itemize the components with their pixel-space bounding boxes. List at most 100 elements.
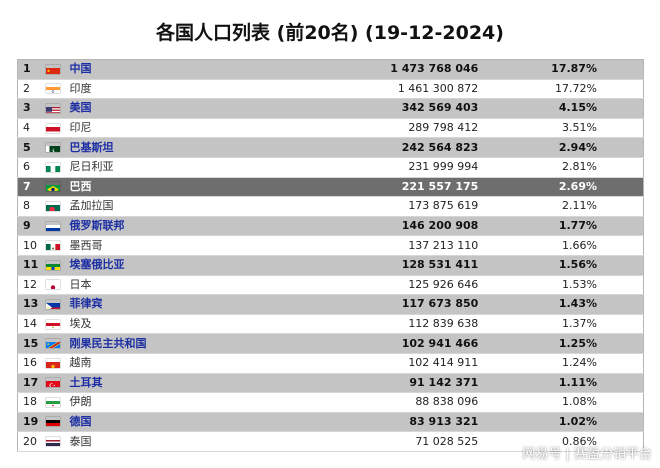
population-cell: 1 461 300 872 [351,79,479,100]
population-cell: 117 673 850 [351,294,479,315]
percent-cell: 2.81% [478,157,644,178]
country-name[interactable]: 俄罗斯联邦 [69,216,352,237]
percent-cell: 2.69% [478,177,644,198]
population-cell: 231 999 994 [351,157,479,178]
flag-cell [46,392,70,413]
percent-cell: 1.77% [478,216,644,237]
flag-cell [46,157,70,178]
country-name: 墨西哥 [69,235,352,256]
flag-cell [46,137,70,158]
watermark: 网易号 | 赛盈分销平台 [522,447,652,462]
mx-flag-icon [46,241,61,251]
percent-cell: 17.72% [478,79,644,100]
ru-flag-icon [46,222,61,231]
et-flag-icon [46,261,61,270]
population-cell: 102 414 911 [351,353,479,374]
flag-cell [46,431,70,452]
flag-cell [46,118,70,139]
de-flag-icon [46,417,61,427]
ng-flag-icon [46,163,61,172]
flag-cell [46,255,70,276]
population-cell: 173 875 619 [351,196,479,217]
percent-cell: 1.11% [478,373,644,394]
th-flag-icon [46,437,61,447]
percent-cell: 17.87% [478,59,644,80]
bd-flag-icon [46,202,61,211]
population-cell: 1 473 768 046 [351,59,479,80]
population-cell: 221 557 175 [351,177,479,198]
vn-flag-icon [46,359,61,368]
rank-cell: 10 [17,235,47,256]
percent-cell: 1.24% [478,353,644,374]
rank-cell: 3 [17,98,47,119]
table-row: 12 日本 125 926 646 1.53% [17,275,644,296]
table-row: 5 巴基斯坦 242 564 823 2.94% [17,137,644,158]
country-name[interactable]: 德国 [69,412,352,433]
country-name: 孟加拉国 [69,196,352,217]
flag-cell [46,177,70,198]
country-name[interactable]: 埃塞俄比亚 [69,255,352,276]
country-name[interactable]: 美国 [69,98,352,119]
id-flag-icon [46,124,61,133]
percent-cell: 0.86% [478,431,644,452]
flag-cell [46,294,70,315]
country-name[interactable]: 中国 [69,59,352,80]
rank-cell: 6 [17,157,47,178]
table-row: 13 菲律宾 117 673 850 1.43% [17,294,644,315]
population-cell: 88 838 096 [351,392,479,413]
country-name: 泰国 [69,431,352,452]
table-row: 18 伊朗 88 838 096 1.08% [17,392,644,413]
flag-cell [46,275,70,296]
table-row: 20 泰国 71 028 525 0.86% [17,431,644,452]
country-name[interactable]: 刚果民主共和国 [69,333,352,354]
table-row: 6 尼日利亚 231 999 994 2.81% [17,157,644,178]
us-flag-icon [46,104,61,113]
rank-cell: 1 [17,59,47,80]
population-cell: 146 200 908 [351,216,479,237]
country-name[interactable]: 巴基斯坦 [69,137,352,158]
flag-cell [46,79,70,100]
flag-cell [46,412,70,433]
table-row: 8 孟加拉国 173 875 619 2.11% [17,196,644,217]
percent-cell: 1.08% [478,392,644,413]
flag-cell [46,196,70,217]
flag-cell [46,333,70,354]
country-name: 日本 [69,275,352,296]
country-name: 越南 [69,353,352,374]
country-name[interactable]: 土耳其 [69,373,352,394]
table-row: 17 土耳其 91 142 371 1.11% [17,373,644,394]
table-row: 9 俄罗斯联邦 146 200 908 1.77% [17,216,644,237]
rank-cell: 8 [17,196,47,217]
country-name[interactable]: 菲律宾 [69,294,352,315]
rank-cell: 4 [17,118,47,139]
country-name: 印尼 [69,118,352,139]
country-name[interactable]: 巴西 [69,177,352,198]
cd-flag-icon [46,339,61,349]
rank-cell: 7 [17,177,47,198]
ir-flag-icon [46,398,61,407]
population-cell: 342 569 403 [351,98,479,119]
population-cell: 125 926 646 [351,275,479,296]
population-cell: 91 142 371 [351,373,479,394]
ph-flag-icon [46,300,61,309]
table-row: 15 刚果民主共和国 102 941 466 1.25% [17,333,644,354]
table-row: 2 印度 1 461 300 872 17.72% [17,79,644,100]
rank-cell: 19 [17,412,47,433]
percent-cell: 2.11% [478,196,644,217]
br-flag-icon [46,182,61,192]
tr-flag-icon [46,378,61,388]
population-table: 1 中国 1 473 768 046 17.87% 2 印度 1 461 300 872 17… [17,59,644,452]
percent-cell: 1.43% [478,294,644,315]
percent-cell: 1.56% [478,255,644,276]
rank-cell: 14 [17,314,47,335]
flag-cell [46,314,70,335]
cn-flag-icon [46,65,61,74]
table-row: 3 美国 342 569 403 4.15% [17,98,644,119]
page-title: 各国人口列表 (前20名) (19-12-2024) [156,22,504,44]
flag-cell [46,373,70,394]
population-cell: 242 564 823 [351,137,479,158]
in-flag-icon [46,84,61,94]
flag-cell [46,59,70,80]
table-row: 19 德国 83 913 321 1.02% [17,412,644,433]
rank-cell: 5 [17,137,47,158]
